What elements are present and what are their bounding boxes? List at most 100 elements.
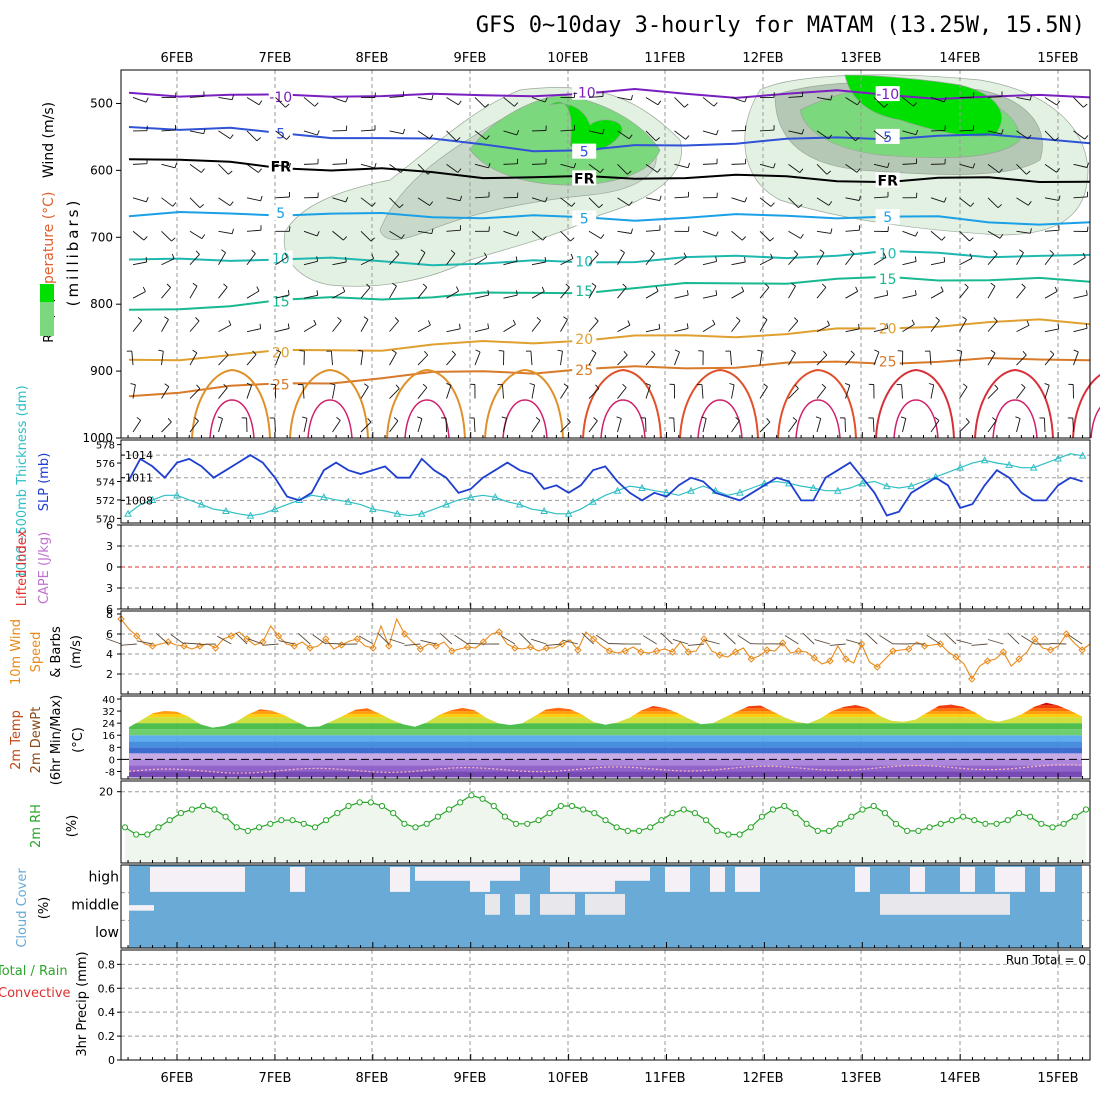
isotherm-label: 20 [879, 321, 897, 337]
wind-barb [162, 288, 171, 299]
wind10m-barb [1008, 633, 1019, 644]
warm-contour-inner [796, 400, 840, 438]
wind-barb [162, 231, 172, 241]
wind-barb [162, 422, 172, 432]
cloud-middle-gap [129, 905, 154, 911]
wind-barb [618, 325, 630, 331]
wind-barb-flag [456, 287, 458, 292]
wind-barb [162, 387, 169, 399]
wind-barb-flag [850, 250, 854, 253]
wind-barb [418, 419, 422, 432]
rh2m-point [726, 832, 731, 837]
wind-barb [589, 421, 597, 432]
wind-barb-flag [423, 284, 427, 287]
wind-barb-flag [144, 236, 147, 240]
wind-barb-flag [822, 284, 826, 288]
wind10m-barb [298, 633, 310, 644]
wind-barb [789, 231, 801, 238]
cape-ytick-label: 0 [106, 561, 113, 574]
wind-barb [447, 385, 452, 398]
wind-barb [618, 231, 632, 233]
wind-barb [931, 385, 934, 399]
date-label-bottom-7FEB: 7FEB [259, 1071, 292, 1086]
wind-barb-flag [259, 101, 262, 105]
wind-barb [390, 131, 404, 134]
wind-barb [789, 421, 797, 432]
rh2m-point [189, 807, 194, 812]
wind-barb [418, 97, 432, 99]
rh2m-point [826, 828, 831, 833]
wind-barb-flag [1055, 287, 1057, 292]
wind10m-barb [404, 644, 420, 645]
wind-barb-flag [729, 384, 734, 385]
wind-barb [646, 254, 655, 265]
wind-barb-flag [175, 163, 177, 168]
date-label-top-8FEB: 8FEB [356, 51, 389, 66]
wind-barb [1074, 295, 1088, 298]
date-label-bottom-12FEB: 12FEB [742, 1071, 783, 1086]
rh2m-point [938, 821, 943, 826]
wind-barb [703, 324, 715, 331]
wind10m-barb [582, 633, 594, 644]
warm-contour-inner [993, 400, 1037, 438]
wind-barb-flag [742, 237, 745, 241]
wind-barb-flag [502, 417, 507, 418]
wind-barb [133, 198, 146, 202]
wind-barb [903, 231, 916, 236]
cape-ytick-label: 3 [106, 582, 113, 595]
wind-barb [475, 328, 489, 331]
wind-barb [589, 321, 598, 332]
date-label-bottom-14FEB: 14FEB [939, 1071, 980, 1086]
wind-barb [504, 324, 516, 331]
rh2m-point [625, 828, 630, 833]
wind-barb [760, 287, 769, 298]
rh2m-area [125, 795, 1086, 863]
isotherm-label: 15 [879, 272, 897, 288]
temp2m-ytick-label: 24 [102, 719, 115, 730]
wind-barb [247, 329, 261, 332]
wind-barb [132, 351, 133, 365]
isotherm-label: -10 [269, 90, 292, 106]
wind-barb-flag [874, 350, 879, 352]
pressure-axis-label: (millibars) [64, 198, 82, 307]
wind-barb-flag [225, 351, 228, 355]
warm-contour-inner [308, 400, 352, 438]
wind-barb [618, 388, 627, 399]
temp2m-ytick-label: 8 [109, 743, 115, 754]
wind-barb-flag [791, 350, 795, 353]
rh2m-point [178, 811, 183, 816]
rh2m-point [156, 825, 161, 830]
wind10m-barb [501, 636, 515, 644]
rh2m-point [536, 818, 541, 823]
cloud-high-gap [735, 867, 760, 892]
wind-barb-flag [392, 350, 396, 353]
wind-barb-flag [936, 317, 940, 320]
wind-barb-flag [417, 417, 422, 419]
wind-barb-flag [658, 101, 661, 105]
wind-barb [1017, 419, 1021, 433]
wind-barb-flag [1087, 290, 1088, 295]
wind-barb [760, 387, 768, 399]
wind-barb-flag [659, 324, 660, 329]
rh2m-point [212, 807, 217, 812]
date-label-bottom-11FEB: 11FEB [644, 1071, 685, 1086]
wind-barb [1045, 385, 1049, 398]
wind-barb-flag [1050, 351, 1054, 355]
cloud-high-gap [995, 867, 1025, 892]
rh2m-point [547, 811, 552, 816]
rh2m-point [413, 825, 418, 830]
rh2m-point [167, 818, 172, 823]
date-label-top-15FEB: 15FEB [1037, 51, 1078, 66]
rh2m-point [849, 814, 854, 819]
wind-barb [133, 262, 147, 265]
wind-barb [475, 97, 485, 107]
wind-barb [504, 295, 518, 298]
rh2m-point [927, 825, 932, 830]
rh2m-point [670, 811, 675, 816]
date-label-top-14FEB: 14FEB [939, 51, 980, 66]
wind-barb-flag [970, 238, 974, 241]
wind-barb-flag [714, 103, 717, 107]
rh2m-point [324, 818, 329, 823]
wind-barb [219, 97, 233, 99]
